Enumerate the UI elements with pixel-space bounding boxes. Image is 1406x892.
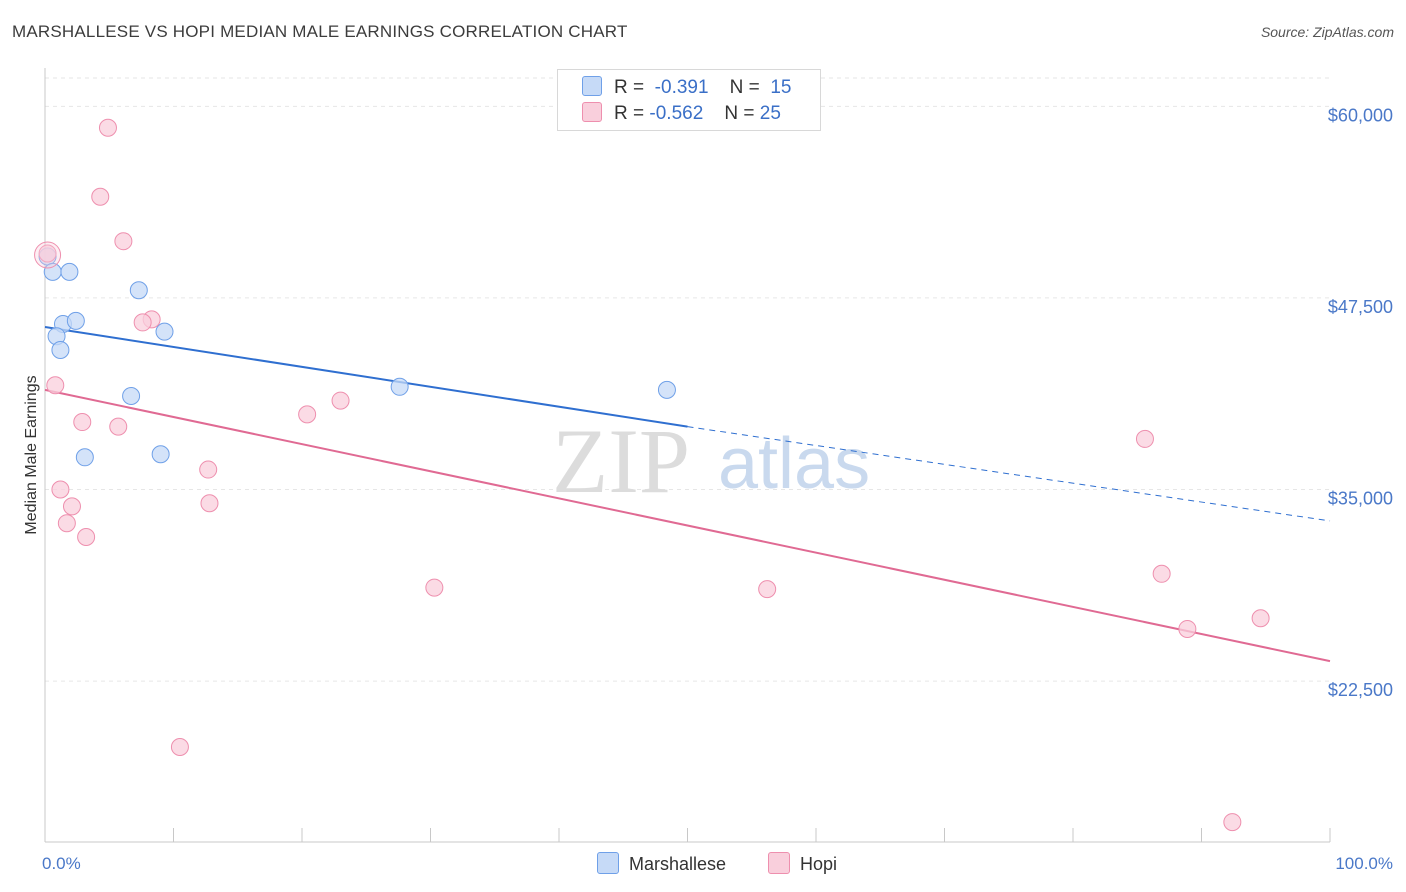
- hopi-point: [109, 417, 128, 436]
- hopi-point: [62, 497, 81, 516]
- hopi-point: [1223, 813, 1242, 832]
- hopi-point: [1178, 619, 1197, 638]
- hopi-point: [38, 244, 57, 263]
- marshallese-point: [657, 380, 676, 399]
- chart-title: MARSHALLESE VS HOPI MEDIAN MALE EARNINGS…: [12, 22, 628, 41]
- watermark-atlas: atlas: [718, 424, 870, 504]
- marshallese-trend-line: [44, 326, 688, 428]
- hopi-point: [331, 391, 350, 410]
- marshallese-swatch: [582, 76, 602, 96]
- hopi-point: [91, 187, 110, 206]
- marshallese-point: [390, 377, 409, 396]
- hopi-point: [1251, 609, 1270, 628]
- hopi-point: [73, 413, 92, 432]
- legend-row-hopi: R = -0.562 N = 25: [582, 102, 781, 128]
- hopi-point: [51, 480, 70, 499]
- axes: [44, 68, 1331, 843]
- legend-r-value: -0.562: [649, 103, 704, 124]
- legend-n-value: 15: [770, 77, 792, 98]
- watermark: ZIP atlas: [552, 410, 870, 512]
- x-tick-label-left: 0.0%: [42, 854, 81, 873]
- marshallese-point: [75, 448, 94, 467]
- bottom-legend-hopi: Hopi: [768, 852, 837, 875]
- marshallese-point: [66, 311, 85, 330]
- hopi-point: [114, 232, 133, 251]
- marshallese-point: [151, 445, 170, 464]
- hopi-point: [425, 578, 444, 597]
- marshallese-point: [60, 262, 79, 281]
- legend-n-label: N =: [724, 103, 755, 124]
- hopi-point: [133, 313, 152, 332]
- legend-label-hopi: Hopi: [800, 854, 838, 874]
- hopi-trend-line: [44, 388, 1331, 663]
- legend-r-label: R =: [614, 77, 645, 98]
- marshallese-point: [129, 281, 148, 300]
- hopi-point: [98, 118, 117, 137]
- correlation-legend: R = -0.391 N = 15 R = -0.562 N = 25: [557, 69, 821, 131]
- y-tick-label: $60,000: [1328, 105, 1393, 125]
- hopi-point: [170, 737, 189, 756]
- data-points: [34, 118, 1270, 832]
- marshallese-swatch: [597, 852, 619, 874]
- hopi-point: [1135, 429, 1154, 448]
- legend-row-marshallese: R = -0.391 N = 15: [582, 76, 791, 102]
- hopi-point: [46, 376, 65, 395]
- hopi-point: [199, 460, 218, 479]
- hopi-point-large: [34, 241, 62, 269]
- marshallese-point: [122, 386, 141, 405]
- legend-n-label: N =: [729, 77, 760, 98]
- x-tick-label-right: 100.0%: [1335, 854, 1393, 873]
- bottom-legend-marshallese: Marshallese: [597, 852, 726, 875]
- watermark-zip: ZIP: [552, 410, 690, 512]
- tick-labels: $22,500 $35,000 $47,500 $60,000 0.0% 100.0%: [42, 105, 1393, 873]
- trend-lines: [44, 326, 1331, 663]
- marshallese-trend-extension: [687, 426, 1331, 522]
- source-label: Source: ZipAtlas.com: [1260, 24, 1394, 40]
- legend-label-marshallese: Marshallese: [629, 854, 727, 874]
- hopi-swatch: [768, 852, 790, 874]
- gridlines: [45, 77, 1330, 682]
- legend-r-label: R =: [614, 103, 645, 124]
- hopi-point: [77, 527, 96, 546]
- hopi-point: [1152, 564, 1171, 583]
- hopi-swatch: [582, 102, 602, 122]
- y-tick-label: $35,000: [1328, 488, 1393, 508]
- hopi-point: [758, 580, 777, 599]
- y-axis-label: Median Male Earnings: [23, 375, 40, 534]
- legend-n-value: 25: [759, 103, 781, 124]
- y-tick-label: $22,500: [1328, 680, 1393, 700]
- marshallese-point: [51, 341, 70, 360]
- marshallese-point: [155, 322, 174, 341]
- hopi-point: [298, 405, 317, 424]
- legend-r-value: -0.391: [654, 77, 709, 98]
- y-tick-label: $47,500: [1328, 297, 1393, 317]
- hopi-point: [57, 514, 76, 533]
- hopi-point: [200, 494, 219, 513]
